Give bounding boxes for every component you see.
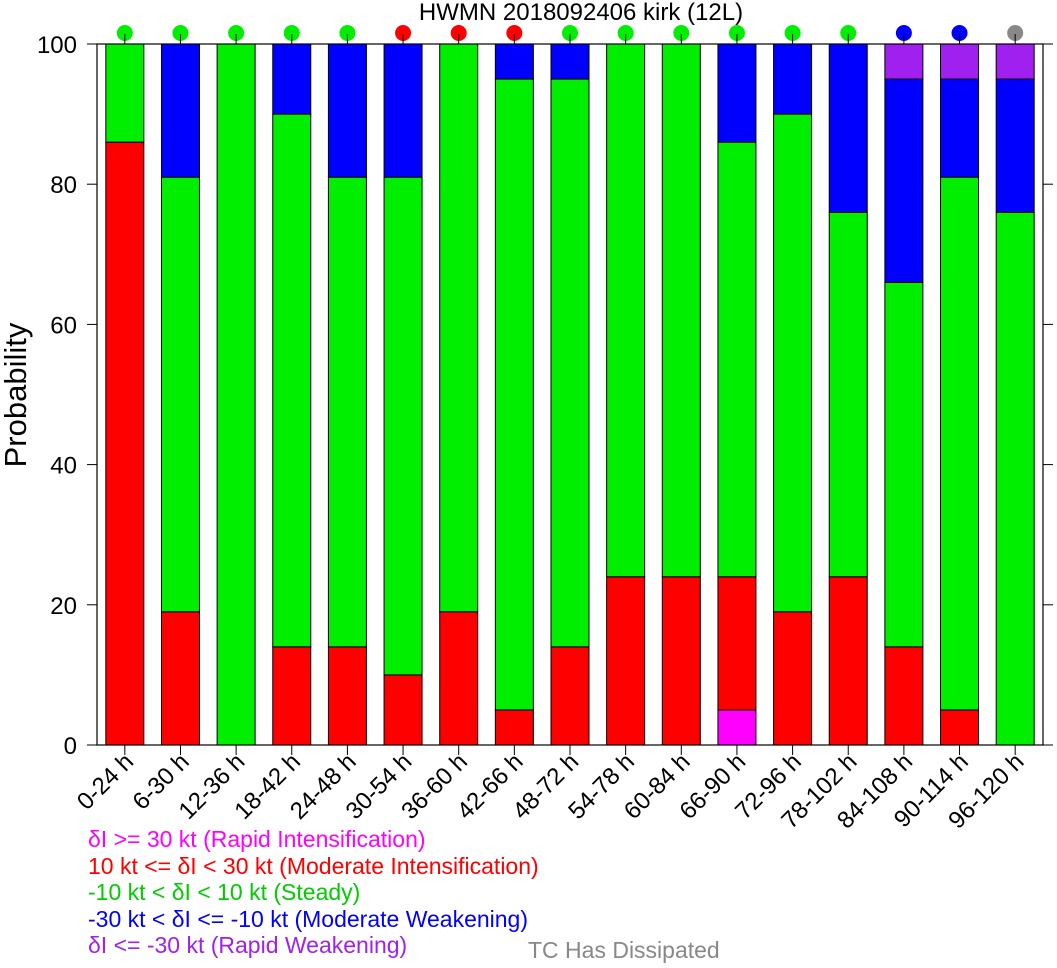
top-marker-dot (728, 25, 745, 41)
bar-segment-mi (606, 576, 646, 746)
bar-segment-st (717, 141, 757, 578)
legend-rapid-weakening: δI <= -30 kt (Rapid Weakening) (88, 932, 408, 958)
top-marker-dot (895, 25, 912, 41)
bar-segment-st (995, 211, 1035, 746)
bar-segment-st (383, 176, 423, 676)
bar-segment-rw (995, 43, 1035, 80)
bar-segment-mi (272, 646, 312, 746)
bar-segment-mi (940, 709, 980, 746)
plot-frame (96, 43, 1044, 746)
bar-segment-st (105, 43, 145, 143)
top-marker-dot (673, 25, 690, 41)
bar-segment-st (439, 43, 479, 613)
bar-segment-mw (383, 43, 423, 178)
bar-segment-mw (494, 43, 534, 80)
bar-segment-st (327, 176, 367, 648)
top-marker-dot (395, 25, 412, 41)
bar-segment-mi (439, 611, 479, 746)
bar-segment-mi (884, 646, 924, 746)
legend-moderate-intensification: 10 kt <= δI < 30 kt (Moderate Intensific… (88, 852, 539, 879)
legend-moderate-weakening: -30 kt < δI <= -10 kt (Moderate Weakenin… (88, 905, 529, 932)
bar-segment-st (606, 43, 646, 578)
top-marker-dot (506, 25, 523, 41)
bar-segment-st (550, 78, 590, 648)
bar-segment-mi (160, 611, 200, 746)
x-tick-label: 0-24 h (72, 748, 139, 815)
y-tick-label: 100 (37, 32, 77, 59)
bar-segment-mw (828, 43, 868, 213)
top-marker-dot (562, 25, 578, 41)
bar-segment-mw (160, 43, 200, 178)
top-marker-dot (951, 25, 968, 41)
y-tick-label: 0 (64, 733, 77, 760)
legend-rapid-intensification: δI >= 30 kt (Rapid Intensification) (88, 826, 426, 852)
bar-segment-mi (105, 141, 145, 746)
bar-segment-mw (773, 43, 813, 115)
bar-segment-mi (494, 709, 534, 746)
top-marker-dot (339, 25, 356, 41)
bar-segment-st (828, 211, 868, 578)
top-marker-dot (784, 25, 801, 41)
legend-dissipated: TC Has Dissipated (528, 937, 720, 963)
top-marker-dot (172, 25, 189, 41)
bar-segment-mi (828, 576, 868, 746)
top-marker-dot (228, 25, 245, 41)
y-tick-label: 60 (50, 312, 77, 339)
bar-layer (105, 43, 1035, 746)
bar-segment-mw (995, 78, 1035, 213)
bar-segment-mw (884, 78, 924, 283)
bar-segment-mi (717, 576, 757, 711)
bar-segment-mi (661, 576, 701, 746)
bar-segment-mi (550, 646, 590, 746)
bar-segment-st (216, 43, 256, 746)
bar-segment-st (940, 176, 980, 711)
legend-steady: -10 kt < δI < 10 kt (Steady) (88, 879, 361, 905)
y-tick-label: 40 (50, 453, 77, 480)
bar-segment-mi (773, 611, 813, 746)
top-marker-dot (283, 25, 300, 41)
top-marker-dot (1007, 25, 1024, 41)
bar-segment-st (884, 281, 924, 648)
chart-title: HWMN 2018092406 kirk (12L) (419, 0, 743, 26)
bar-segment-mw (717, 43, 757, 143)
top-marker-dot (116, 25, 133, 41)
top-marker-dot (617, 25, 634, 41)
bar-segment-mw (550, 43, 590, 80)
bar-segment-mi (327, 646, 367, 746)
bar-segment-mw (940, 78, 980, 178)
y-tick-label: 80 (50, 172, 77, 199)
bar-segment-mw (327, 43, 367, 178)
legend: δI >= 30 kt (Rapid Intensification) 10 k… (88, 826, 539, 959)
bar-segment-st (494, 78, 534, 711)
bar-segment-st (160, 176, 200, 613)
bar-segment-st (272, 113, 312, 648)
bar-segment-mw (272, 43, 312, 115)
bar-segment-st (773, 113, 813, 613)
bar-segment-rw (940, 43, 980, 80)
marker-layer (116, 25, 1024, 41)
bar-segment-st (661, 43, 701, 578)
y-tick-label: 20 (50, 593, 77, 620)
y-axis-label: Probability (0, 322, 33, 467)
top-marker-dot (450, 25, 467, 41)
bar-segment-ri (717, 709, 757, 746)
bar-segment-rw (884, 43, 924, 80)
bar-segment-mi (383, 674, 423, 746)
top-marker-dot (840, 25, 857, 41)
